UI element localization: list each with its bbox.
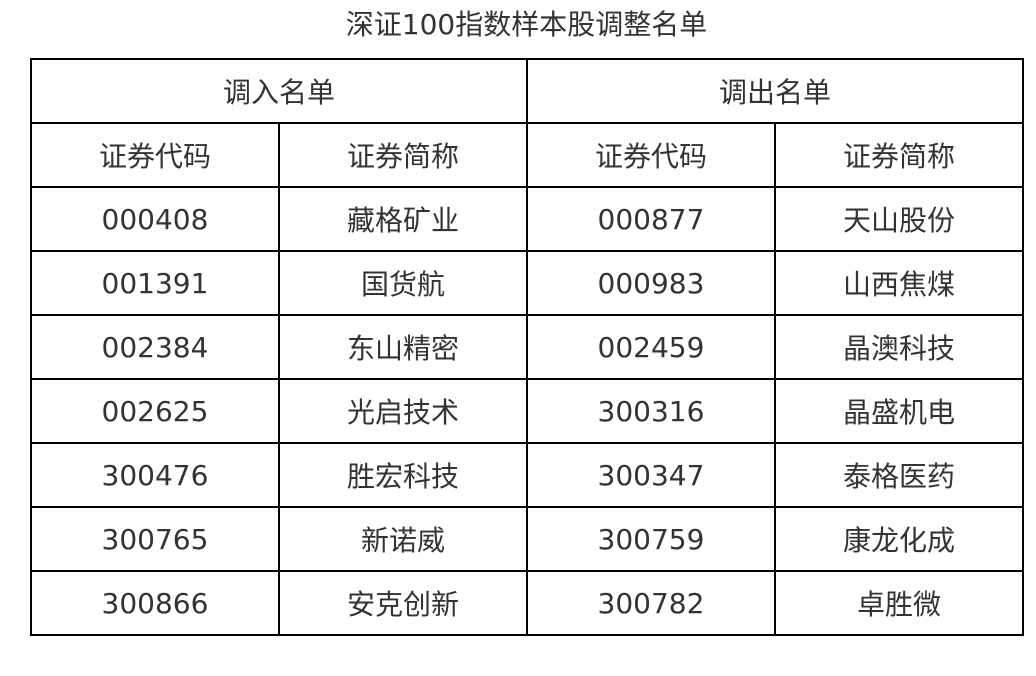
in-code-cell: 001391 (30, 250, 280, 316)
in-name-cell: 藏格矿业 (278, 186, 528, 252)
out-name-cell: 晶盛机电 (774, 378, 1024, 444)
in-code-cell: 300866 (30, 570, 280, 636)
in-code-cell: 300476 (30, 442, 280, 508)
adjustment-table: 调入名单 调出名单 证券代码 证券简称 证券代码 证券简称 000408 藏格矿业… (30, 58, 1024, 636)
in-name-cell: 东山精密 (278, 314, 528, 380)
column-header: 证券代码 (30, 122, 280, 188)
out-name-cell: 天山股份 (774, 186, 1024, 252)
out-code-cell: 300347 (526, 442, 776, 508)
out-name-cell: 卓胜微 (774, 570, 1024, 636)
out-code-cell: 300316 (526, 378, 776, 444)
table-row: 001391 国货航 000983 山西焦煤 (30, 250, 1024, 316)
in-code-cell: 002384 (30, 314, 280, 380)
in-name-cell: 国货航 (278, 250, 528, 316)
out-code-cell: 000877 (526, 186, 776, 252)
column-header: 证券代码 (526, 122, 776, 188)
group-header-in: 调入名单 (30, 58, 528, 124)
out-name-cell: 泰格医药 (774, 442, 1024, 508)
table-row: 002625 光启技术 300316 晶盛机电 (30, 378, 1024, 444)
table-row: 002384 东山精密 002459 晶澳科技 (30, 314, 1024, 380)
table-row: 300765 新诺威 300759 康龙化成 (30, 506, 1024, 572)
in-code-cell: 000408 (30, 186, 280, 252)
in-name-cell: 光启技术 (278, 378, 528, 444)
column-header-row: 证券代码 证券简称 证券代码 证券简称 (30, 122, 1024, 188)
page-title: 深证100指数样本股调整名单 (345, 8, 708, 41)
column-header: 证券简称 (278, 122, 528, 188)
column-header: 证券简称 (774, 122, 1024, 188)
in-code-cell: 002625 (30, 378, 280, 444)
table-row: 300476 胜宏科技 300347 泰格医药 (30, 442, 1024, 508)
table-row: 300866 安克创新 300782 卓胜微 (30, 570, 1024, 636)
in-name-cell: 安克创新 (278, 570, 528, 636)
out-code-cell: 300782 (526, 570, 776, 636)
table-row: 000408 藏格矿业 000877 天山股份 (30, 186, 1024, 252)
out-name-cell: 晶澳科技 (774, 314, 1024, 380)
in-name-cell: 胜宏科技 (278, 442, 528, 508)
in-code-cell: 300765 (30, 506, 280, 572)
out-code-cell: 002459 (526, 314, 776, 380)
group-header-out: 调出名单 (526, 58, 1024, 124)
out-name-cell: 康龙化成 (774, 506, 1024, 572)
out-code-cell: 300759 (526, 506, 776, 572)
out-code-cell: 000983 (526, 250, 776, 316)
group-header-row: 调入名单 调出名单 (30, 58, 1024, 124)
out-name-cell: 山西焦煤 (774, 250, 1024, 316)
in-name-cell: 新诺威 (278, 506, 528, 572)
